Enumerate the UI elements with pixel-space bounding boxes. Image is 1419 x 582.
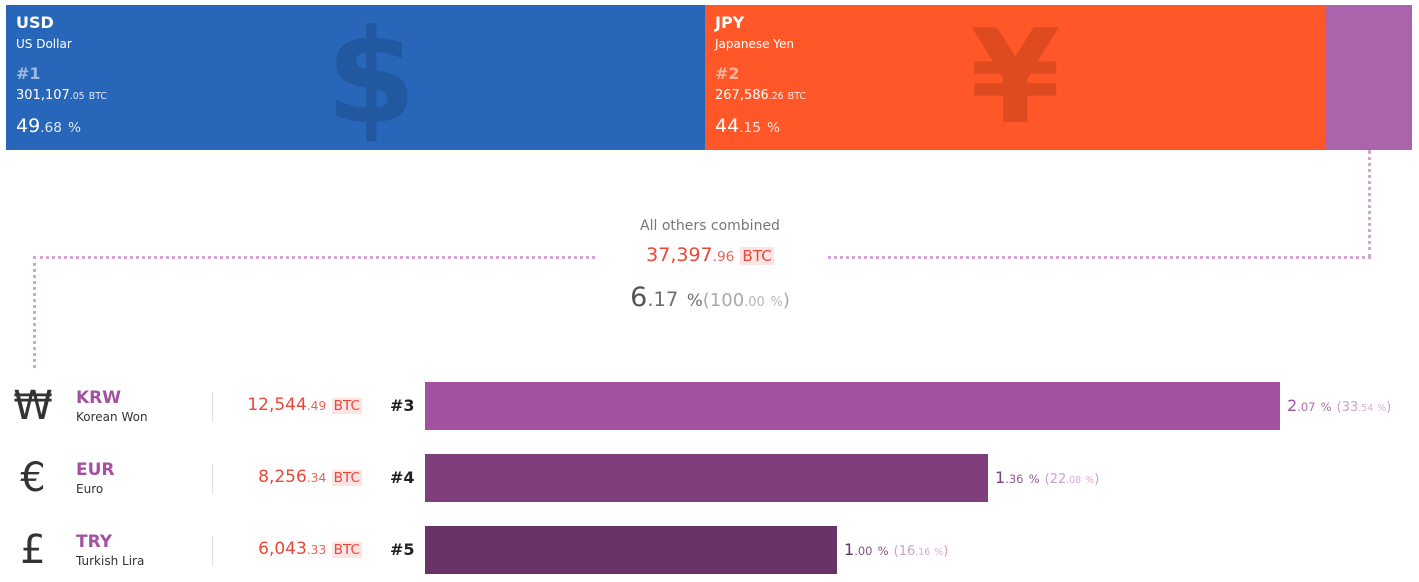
- row-krw[interactable]: ₩ KRW Korean Won 12,544.49 BTC #3 2.07 %…: [0, 382, 1419, 430]
- row-try[interactable]: £ TRY Turkish Lira 6,043.33 BTC #5 1.00 …: [0, 526, 1419, 574]
- connector-right-horizontal: [828, 256, 1371, 259]
- eur-bar[interactable]: [425, 454, 988, 502]
- divider: [212, 536, 213, 566]
- others-relative-percent: (100.00 %): [702, 290, 790, 311]
- others-segment[interactable]: [1326, 5, 1412, 150]
- connector-left-horizontal: [33, 256, 595, 259]
- euro-icon: €: [20, 455, 46, 501]
- try-code: TRY: [76, 532, 113, 552]
- eur-name: Euro: [76, 482, 104, 496]
- won-icon: ₩: [13, 383, 53, 429]
- usd-name: US Dollar: [16, 37, 72, 51]
- krw-percent: 2.07 % (33.54 %): [1287, 396, 1392, 415]
- jpy-btc: 267,586.26 BTC: [715, 88, 806, 103]
- pound-icon: £: [20, 527, 46, 573]
- usd-code: USD: [16, 13, 54, 32]
- krw-code: KRW: [76, 388, 122, 408]
- usd-percent: 49.68 %: [16, 115, 81, 137]
- others-title: All others combined: [640, 218, 780, 234]
- others-btc: 37,397.96 BTC: [646, 244, 774, 266]
- jpy-rank: #2: [715, 64, 740, 83]
- dollar-icon: $: [326, 5, 417, 150]
- krw-bar[interactable]: [425, 382, 1280, 430]
- jpy-name: Japanese Yen: [715, 37, 795, 51]
- jpy-code: JPY: [715, 13, 745, 32]
- try-bar[interactable]: [425, 526, 837, 574]
- krw-btc: 12,544.49 BTC: [247, 395, 362, 415]
- divider: [212, 464, 213, 494]
- usd-rank: #1: [16, 64, 41, 83]
- jpy-percent: 44.15 %: [715, 115, 780, 137]
- jpy-segment[interactable]: ¥ JPY Japanese Yen #2 267,586.26 BTC 44.…: [705, 5, 1326, 150]
- eur-percent: 1.36 % (22.08 %): [995, 468, 1100, 487]
- krw-name: Korean Won: [76, 410, 148, 424]
- krw-rank: #3: [390, 396, 415, 415]
- try-percent: 1.00 % (16.16 %): [844, 540, 949, 559]
- connector-right-vertical: [1368, 150, 1371, 258]
- others-percent: 6.17 %(100.00 %): [630, 282, 790, 313]
- eur-btc: 8,256.34 BTC: [258, 467, 362, 487]
- try-btc: 6,043.33 BTC: [258, 539, 362, 559]
- row-eur[interactable]: € EUR Euro 8,256.34 BTC #4 1.36 % (22.08…: [0, 454, 1419, 502]
- try-rank: #5: [390, 540, 415, 559]
- divider: [212, 392, 213, 422]
- usd-btc: 301,107.05 BTC: [16, 88, 107, 103]
- yen-icon: ¥: [970, 5, 1061, 150]
- connector-left-vertical: [33, 256, 36, 368]
- usd-segment[interactable]: $ USD US Dollar #1 301,107.05 BTC 49.68 …: [6, 5, 705, 150]
- eur-code: EUR: [76, 460, 115, 480]
- try-name: Turkish Lira: [76, 554, 145, 568]
- eur-rank: #4: [390, 468, 415, 487]
